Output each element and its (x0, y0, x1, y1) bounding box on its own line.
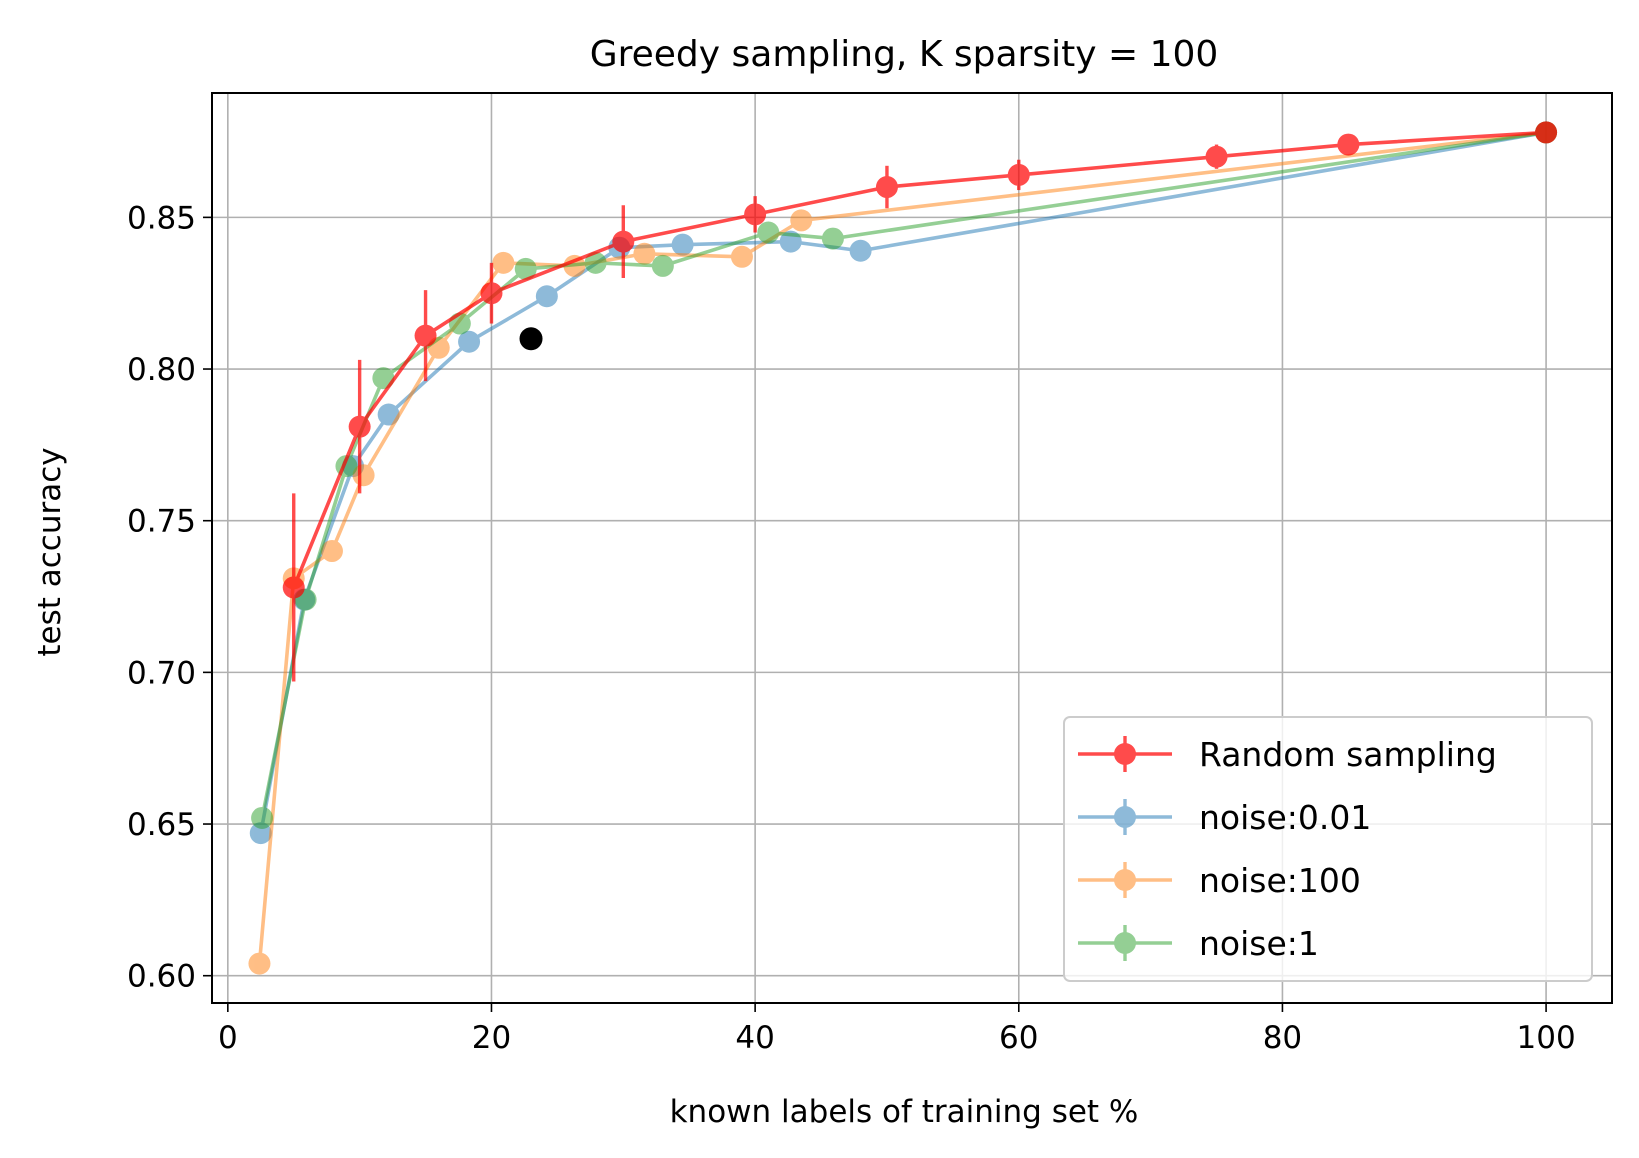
data-point (458, 330, 481, 353)
legend-label: noise:100 (1199, 861, 1361, 900)
data-point (757, 221, 780, 244)
x-tick-label: 60 (999, 1020, 1038, 1056)
series-group (248, 121, 1558, 975)
axis-ticks: 0 20 40 60 80 100 0.60 0.65 0.70 0.75 0.80 0.85 (127, 200, 1576, 1056)
y-axis-label: test accuracy (32, 447, 68, 656)
data-point (821, 227, 844, 250)
legend-label: Random sampling (1199, 735, 1497, 774)
x-tick-label: 40 (735, 1020, 774, 1056)
plot-border (211, 92, 1613, 1004)
legend-swatch (1078, 925, 1172, 961)
legend: Random sampling noise:0.01 noise:100 noise:… (1063, 716, 1593, 982)
data-point (612, 230, 635, 253)
data-point (849, 239, 872, 262)
data-point (282, 576, 305, 599)
data-point (744, 203, 767, 226)
data-point (251, 806, 274, 829)
data-point (414, 324, 437, 347)
data-point (875, 176, 898, 199)
legend-label: noise:1 (1199, 924, 1319, 963)
data-point (671, 233, 694, 256)
data-point (535, 285, 558, 308)
y-tick-label: 0.70 (127, 655, 196, 691)
plot-frame (211, 92, 1613, 1004)
x-tick-label: 20 (472, 1020, 511, 1056)
y-tick-label: 0.65 (127, 807, 196, 843)
legend-marker (1114, 806, 1136, 828)
data-point (584, 251, 607, 274)
data-point (448, 312, 471, 335)
legend-marker (1114, 869, 1136, 891)
data-point (480, 282, 503, 305)
y-tick-label: 0.60 (127, 959, 196, 995)
data-point (651, 254, 674, 277)
data-point (320, 540, 343, 563)
y-tick-label: 0.85 (127, 200, 196, 236)
data-point (790, 209, 813, 232)
data-point (1535, 121, 1558, 144)
legend-label: noise:0.01 (1199, 798, 1371, 837)
legend-swatch (1078, 862, 1172, 898)
legend-swatch (1078, 799, 1172, 835)
data-point (492, 251, 515, 274)
data-point (248, 952, 271, 975)
x-axis-label: known labels of training set % (670, 1094, 1139, 1130)
grid (212, 93, 1612, 1003)
highlight-point (519, 327, 543, 351)
x-tick-label: 100 (1517, 1020, 1576, 1056)
data-point (514, 257, 537, 280)
data-point (633, 242, 656, 265)
series-3 (282, 121, 1558, 682)
x-tick-label: 0 (218, 1020, 238, 1056)
legend-marker (1114, 743, 1136, 765)
x-tick-label: 80 (1263, 1020, 1302, 1056)
data-point (1337, 133, 1360, 156)
data-point (1007, 163, 1030, 186)
data-point (730, 245, 753, 268)
y-tick-label: 0.80 (127, 352, 196, 388)
legend-box (1063, 716, 1593, 982)
data-point (1205, 145, 1228, 168)
legend-swatch (1078, 736, 1172, 772)
legend-marker (1114, 932, 1136, 954)
chart-title: Greedy sampling, K sparsity = 100 (590, 34, 1219, 75)
y-tick-label: 0.75 (127, 504, 196, 540)
data-point (348, 415, 371, 438)
